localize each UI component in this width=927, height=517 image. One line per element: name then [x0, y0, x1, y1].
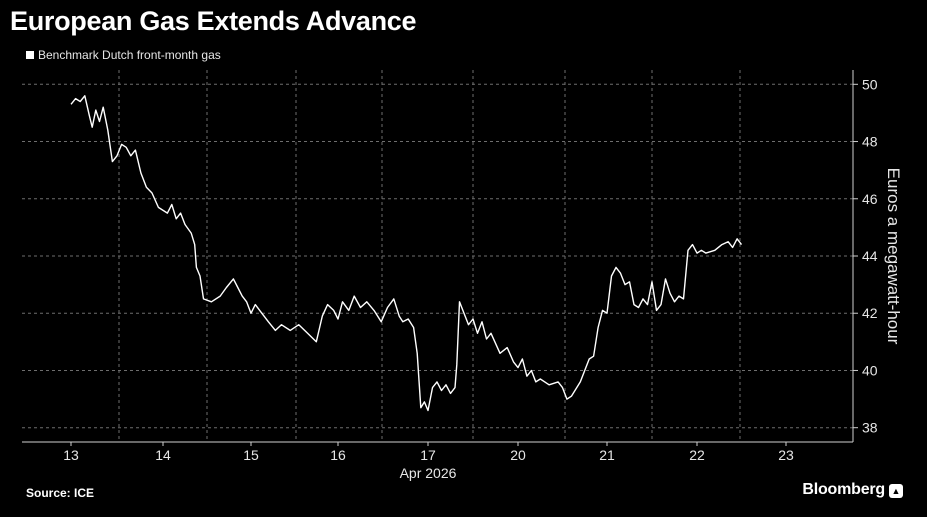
x-axis-label: Apr 2026 — [400, 465, 457, 481]
y-tick-label: 48 — [862, 134, 878, 150]
x-tick-label: 14 — [155, 447, 171, 463]
legend: Benchmark Dutch front-month gas — [26, 48, 221, 62]
chart-grid — [22, 70, 853, 442]
chart-badge-icon: ▲ — [889, 484, 903, 498]
x-tick-label: 20 — [510, 447, 526, 463]
chart-axes: 38 40 42 44 46 48 50 13 14 15 16 17 20 21 22 23 Apr 2026… — [22, 70, 903, 481]
series-line — [70, 95, 743, 412]
x-tick-label: 23 — [778, 447, 794, 463]
y-tick-label: 38 — [862, 420, 878, 436]
x-tick-label: 15 — [243, 447, 259, 463]
y-tick-label: 44 — [862, 248, 878, 264]
x-tick-label: 22 — [689, 447, 705, 463]
legend-label: Benchmark Dutch front-month gas — [38, 48, 221, 62]
y-axis-label: Euros a megawatt-hour — [884, 168, 903, 345]
source-label: Source: ICE — [26, 486, 95, 500]
y-tick-label: 40 — [862, 362, 878, 378]
chart-series — [70, 95, 743, 412]
x-tick-label: 13 — [63, 447, 79, 463]
x-tick-label: 17 — [420, 447, 436, 463]
chart-title: European Gas Extends Advance — [10, 6, 417, 36]
y-tick-label: 42 — [862, 305, 878, 321]
legend-swatch — [26, 51, 34, 59]
y-tick-label: 50 — [862, 76, 878, 92]
bloomberg-logo: Bloomberg — [802, 481, 885, 498]
x-tick-label: 21 — [599, 447, 615, 463]
y-tick-label: 46 — [862, 191, 878, 207]
x-tick-label: 16 — [330, 447, 346, 463]
